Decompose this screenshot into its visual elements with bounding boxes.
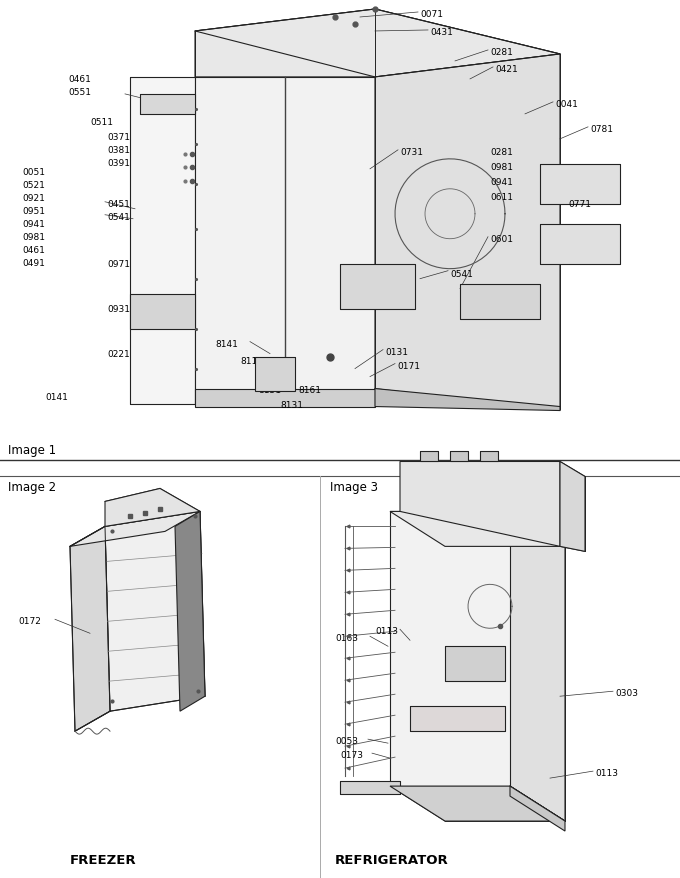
Polygon shape bbox=[105, 489, 200, 527]
Text: FREEZER: FREEZER bbox=[70, 853, 137, 866]
Polygon shape bbox=[450, 452, 468, 462]
Text: Image 1: Image 1 bbox=[8, 444, 56, 457]
Text: 8141: 8141 bbox=[215, 339, 238, 349]
Text: 0053: 0053 bbox=[335, 737, 358, 745]
Text: 0173: 0173 bbox=[340, 751, 363, 759]
Polygon shape bbox=[390, 512, 510, 786]
Polygon shape bbox=[445, 646, 505, 681]
Polygon shape bbox=[510, 786, 565, 831]
Text: REFRIGERATOR: REFRIGERATOR bbox=[335, 853, 449, 866]
Polygon shape bbox=[130, 78, 195, 404]
Text: 0491: 0491 bbox=[22, 258, 45, 268]
Text: 0172: 0172 bbox=[18, 616, 41, 626]
Polygon shape bbox=[540, 165, 620, 205]
Text: 8131: 8131 bbox=[280, 400, 303, 409]
Text: 0951: 0951 bbox=[22, 206, 45, 215]
Polygon shape bbox=[375, 54, 560, 409]
Text: 0071: 0071 bbox=[420, 10, 443, 19]
Text: 0281: 0281 bbox=[490, 148, 513, 156]
Text: 8161: 8161 bbox=[298, 385, 321, 394]
Text: 8151: 8151 bbox=[258, 385, 281, 394]
Text: 0461: 0461 bbox=[22, 246, 45, 255]
Text: 0551: 0551 bbox=[68, 88, 91, 97]
Text: 0931: 0931 bbox=[107, 305, 130, 313]
Polygon shape bbox=[390, 512, 565, 547]
Polygon shape bbox=[105, 512, 205, 711]
Text: 0041: 0041 bbox=[555, 100, 578, 109]
Polygon shape bbox=[195, 78, 375, 404]
Polygon shape bbox=[480, 452, 498, 462]
Polygon shape bbox=[560, 462, 585, 551]
Text: 0601: 0601 bbox=[490, 234, 513, 243]
Text: 0781: 0781 bbox=[590, 125, 613, 133]
Text: 0941: 0941 bbox=[490, 177, 513, 187]
Polygon shape bbox=[410, 707, 505, 731]
Polygon shape bbox=[460, 284, 540, 320]
Polygon shape bbox=[255, 357, 295, 391]
Polygon shape bbox=[130, 294, 195, 329]
Polygon shape bbox=[140, 95, 195, 115]
Polygon shape bbox=[175, 512, 205, 711]
Polygon shape bbox=[390, 786, 565, 821]
Polygon shape bbox=[375, 389, 560, 411]
Polygon shape bbox=[195, 10, 560, 78]
Text: 0771: 0771 bbox=[568, 199, 591, 209]
Text: 0521: 0521 bbox=[22, 181, 45, 190]
Polygon shape bbox=[340, 781, 400, 795]
Text: 0113: 0113 bbox=[375, 627, 398, 636]
Polygon shape bbox=[195, 10, 560, 78]
Text: 0051: 0051 bbox=[22, 168, 45, 176]
Text: 0113: 0113 bbox=[595, 768, 618, 777]
Polygon shape bbox=[195, 389, 375, 407]
Text: 0981: 0981 bbox=[490, 162, 513, 171]
Text: 0163: 0163 bbox=[335, 634, 358, 643]
Polygon shape bbox=[420, 452, 438, 462]
Text: 0391: 0391 bbox=[107, 159, 130, 168]
Text: 0431: 0431 bbox=[430, 28, 453, 37]
Text: 0371: 0371 bbox=[107, 133, 130, 141]
Text: 0221: 0221 bbox=[107, 349, 130, 358]
Text: 0941: 0941 bbox=[22, 220, 45, 228]
Polygon shape bbox=[400, 462, 560, 547]
Text: 0141: 0141 bbox=[45, 392, 68, 401]
Text: 8111: 8111 bbox=[240, 356, 263, 365]
Text: 0611: 0611 bbox=[490, 192, 513, 202]
Text: 0421: 0421 bbox=[495, 65, 517, 74]
Text: 0541: 0541 bbox=[107, 212, 130, 221]
Text: 0731: 0731 bbox=[400, 148, 423, 156]
Text: 0921: 0921 bbox=[22, 193, 45, 203]
Text: 0981: 0981 bbox=[22, 233, 45, 241]
Polygon shape bbox=[70, 512, 200, 547]
Text: 0511: 0511 bbox=[90, 118, 113, 126]
Polygon shape bbox=[510, 512, 565, 821]
Polygon shape bbox=[70, 527, 110, 731]
Polygon shape bbox=[540, 225, 620, 264]
Text: 0451: 0451 bbox=[107, 199, 130, 209]
Text: Image 2: Image 2 bbox=[8, 481, 56, 494]
Text: 0171: 0171 bbox=[397, 361, 420, 371]
Polygon shape bbox=[340, 264, 415, 309]
Text: Image 3: Image 3 bbox=[330, 481, 378, 494]
Text: 0971: 0971 bbox=[107, 259, 130, 269]
Text: 0381: 0381 bbox=[107, 146, 130, 155]
Text: 0461: 0461 bbox=[68, 75, 91, 83]
Text: 0281: 0281 bbox=[490, 48, 513, 57]
Text: 0541: 0541 bbox=[450, 270, 473, 278]
Text: 0131: 0131 bbox=[385, 347, 408, 356]
Text: 0303: 0303 bbox=[615, 688, 638, 697]
Text: 8121: 8121 bbox=[258, 371, 281, 380]
